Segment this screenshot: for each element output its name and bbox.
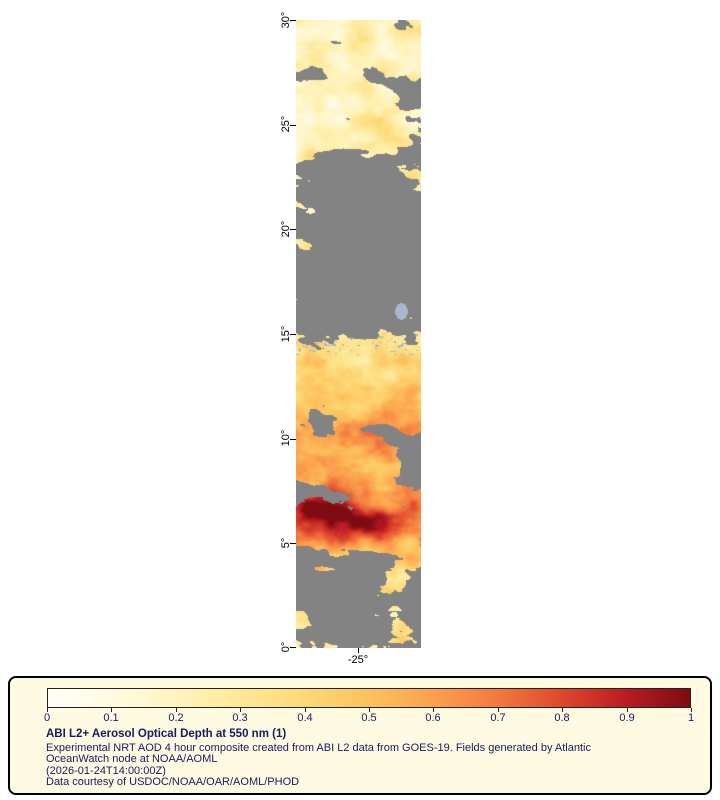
colorbar-tick-label: 0.6: [425, 712, 441, 724]
colorbar-tick-label: 0.3: [232, 712, 248, 724]
legend-description-line-2: OceanWatch node at NOAA/AOML: [46, 753, 218, 765]
colorbar-tick: [240, 708, 241, 712]
legend-description-line-1: Experimental NRT AOD 4 hour composite cr…: [46, 741, 591, 754]
colorbar-tick: [369, 708, 370, 712]
legend-panel: 0 0.1 0.2 0.3 0.4 0.5 0.6 0.7 0.8 0.9 1 …: [8, 676, 712, 795]
y-axis-tick: [290, 439, 296, 440]
colorbar-tick-label: 0.7: [490, 712, 506, 724]
colorbar-tick: [433, 708, 434, 712]
aod-map-raster: [296, 20, 421, 648]
y-axis-tick: [290, 20, 296, 21]
colorbar-tick-label: 0.4: [297, 712, 313, 724]
y-axis-tick: [290, 543, 296, 544]
x-axis-label: -25°: [347, 654, 369, 666]
colorbar-tick-label: 0.1: [103, 712, 119, 724]
y-axis-label: 10°: [280, 429, 292, 447]
colorbar-tick: [305, 708, 306, 712]
colorbar-tick-label: 0.5: [361, 712, 377, 724]
x-axis-tick: [358, 648, 359, 653]
colorbar: [47, 688, 691, 708]
y-axis-tick: [290, 334, 296, 335]
colorbar-tick: [176, 708, 177, 712]
colorbar-tick: [627, 708, 628, 712]
legend-credit: Data courtesy of USDOC/NOAA/OAR/AOML/PHO…: [46, 776, 300, 788]
legend-timestamp: (2026-01-24T14:00:00Z): [46, 764, 166, 777]
y-axis-tick: [290, 229, 296, 230]
colorbar-tick-label: 0.2: [168, 712, 184, 724]
colorbar-tick: [691, 708, 692, 712]
y-axis-tick: [290, 647, 296, 648]
legend-title: ABI L2+ Aerosol Optical Depth at 550 nm …: [46, 728, 287, 740]
y-axis-tick: [290, 125, 296, 126]
colorbar-tick: [47, 708, 48, 712]
colorbar-tick-label: 0: [43, 712, 51, 724]
colorbar-tick: [562, 708, 563, 712]
colorbar-tick: [498, 708, 499, 712]
colorbar-tick: [111, 708, 112, 712]
colorbar-tick-label: 1: [687, 712, 695, 724]
colorbar-tick-label: 0.9: [619, 712, 635, 724]
legend-text-block: ABI L2+ Aerosol Optical Depth at 550 nm …: [46, 728, 698, 789]
y-axis-label: 25°: [280, 115, 292, 133]
colorbar-tick-label: 0.8: [554, 712, 570, 724]
